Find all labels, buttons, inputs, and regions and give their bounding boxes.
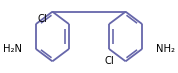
Text: Cl: Cl xyxy=(38,14,47,24)
Text: NH₂: NH₂ xyxy=(156,44,175,54)
Text: Cl: Cl xyxy=(104,56,114,66)
Text: H₂N: H₂N xyxy=(3,44,22,54)
